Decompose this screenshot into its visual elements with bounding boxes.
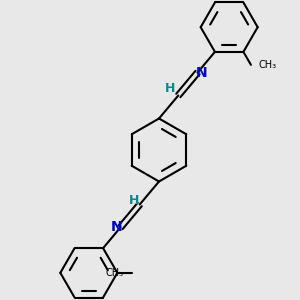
Text: CH₃: CH₃ xyxy=(258,60,277,70)
Text: H: H xyxy=(165,82,175,95)
Text: N: N xyxy=(111,220,123,235)
Text: CH₃: CH₃ xyxy=(106,268,124,278)
Text: H: H xyxy=(129,194,140,207)
Text: N: N xyxy=(195,65,207,80)
